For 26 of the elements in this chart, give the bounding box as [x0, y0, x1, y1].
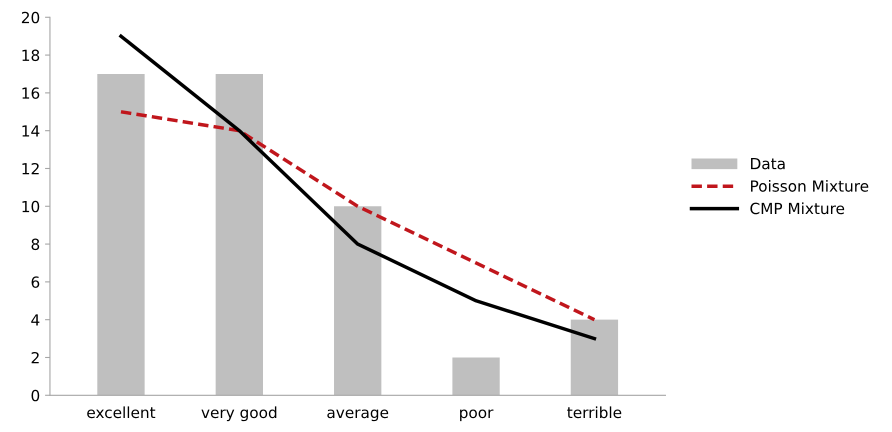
line-series — [119, 110, 596, 322]
bar — [216, 74, 264, 396]
legend-label: Poisson Mixture — [751, 180, 868, 192]
y-tick-label: 14 — [22, 125, 40, 136]
bar — [97, 74, 145, 396]
x-tick-label: excellent — [87, 406, 156, 418]
bar — [570, 320, 618, 396]
x-tick-label: terrible — [567, 406, 622, 418]
x-tick-label: very good — [201, 406, 276, 422]
x-tick-label: poor — [460, 409, 494, 422]
y-tick-label: 20 — [22, 12, 40, 24]
line-series — [119, 34, 596, 340]
y-tick-label: 16 — [22, 87, 40, 99]
bar — [452, 357, 500, 396]
y-tick-label: 18 — [22, 50, 40, 62]
y-tick-label: 2 — [32, 352, 39, 364]
y-tick-label: 12 — [22, 162, 39, 174]
legend-label: Data — [751, 158, 785, 170]
y-tick-label: 6 — [32, 276, 40, 288]
y-tick-label: 10 — [22, 200, 40, 212]
x-tick-label: average — [327, 409, 388, 422]
bar — [334, 206, 382, 396]
legend-label: CMP Mixture — [750, 202, 844, 214]
y-tick-label: 4 — [31, 314, 40, 326]
y-tick-label: 0 — [32, 390, 40, 402]
y-tick-label: 8 — [32, 238, 40, 250]
